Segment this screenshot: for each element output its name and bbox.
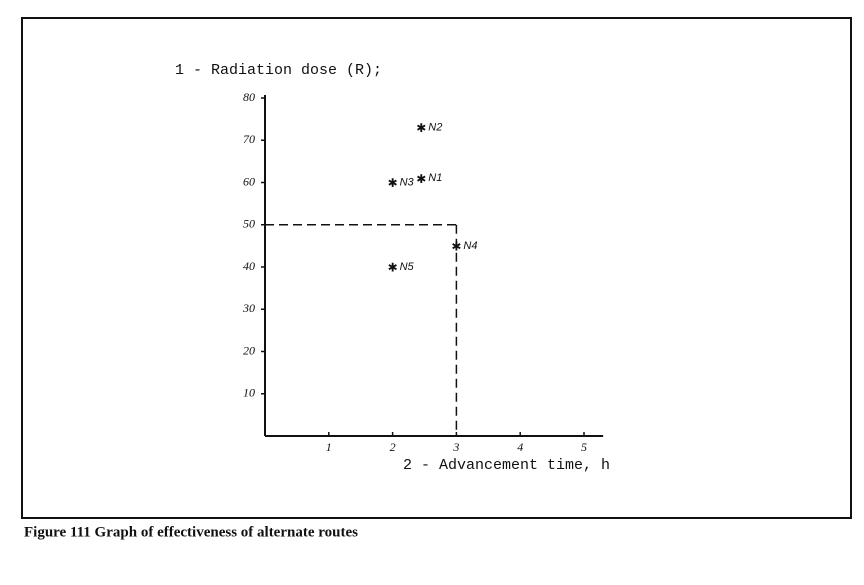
point: ✱	[416, 172, 426, 186]
y-tick-label: 60	[243, 174, 255, 188]
point-label: N2	[428, 121, 442, 133]
x-axis-label: 2 - Advancement time, h	[403, 457, 610, 474]
x-tick-label: 1	[326, 440, 332, 454]
point: ✱	[451, 239, 461, 253]
y-tick-label: 30	[242, 301, 255, 315]
y-axis-label: 1 - Radiation dose (R);	[175, 62, 382, 79]
y-tick-label: 70	[243, 132, 255, 146]
point: ✱	[416, 121, 426, 135]
point-label: N1	[428, 172, 442, 184]
point: ✱	[388, 176, 398, 190]
x-tick-label: 4	[517, 440, 523, 454]
point-label: N3	[400, 176, 415, 188]
y-tick-label: 10	[243, 386, 255, 400]
frame	[21, 17, 852, 519]
point-label: N5	[400, 261, 415, 273]
x-tick-label: 3	[452, 440, 459, 454]
point: ✱	[388, 261, 398, 275]
y-tick-label: 20	[243, 343, 255, 357]
point-label: N4	[463, 240, 477, 252]
y-tick-label: 80	[243, 90, 255, 104]
y-tick-label: 50	[243, 217, 255, 231]
x-tick-label: 2	[390, 440, 396, 454]
caption: Figure 111 Graph of effectiveness of alt…	[24, 524, 358, 540]
x-tick-label: 5	[581, 440, 587, 454]
y-tick-label: 40	[243, 259, 255, 273]
